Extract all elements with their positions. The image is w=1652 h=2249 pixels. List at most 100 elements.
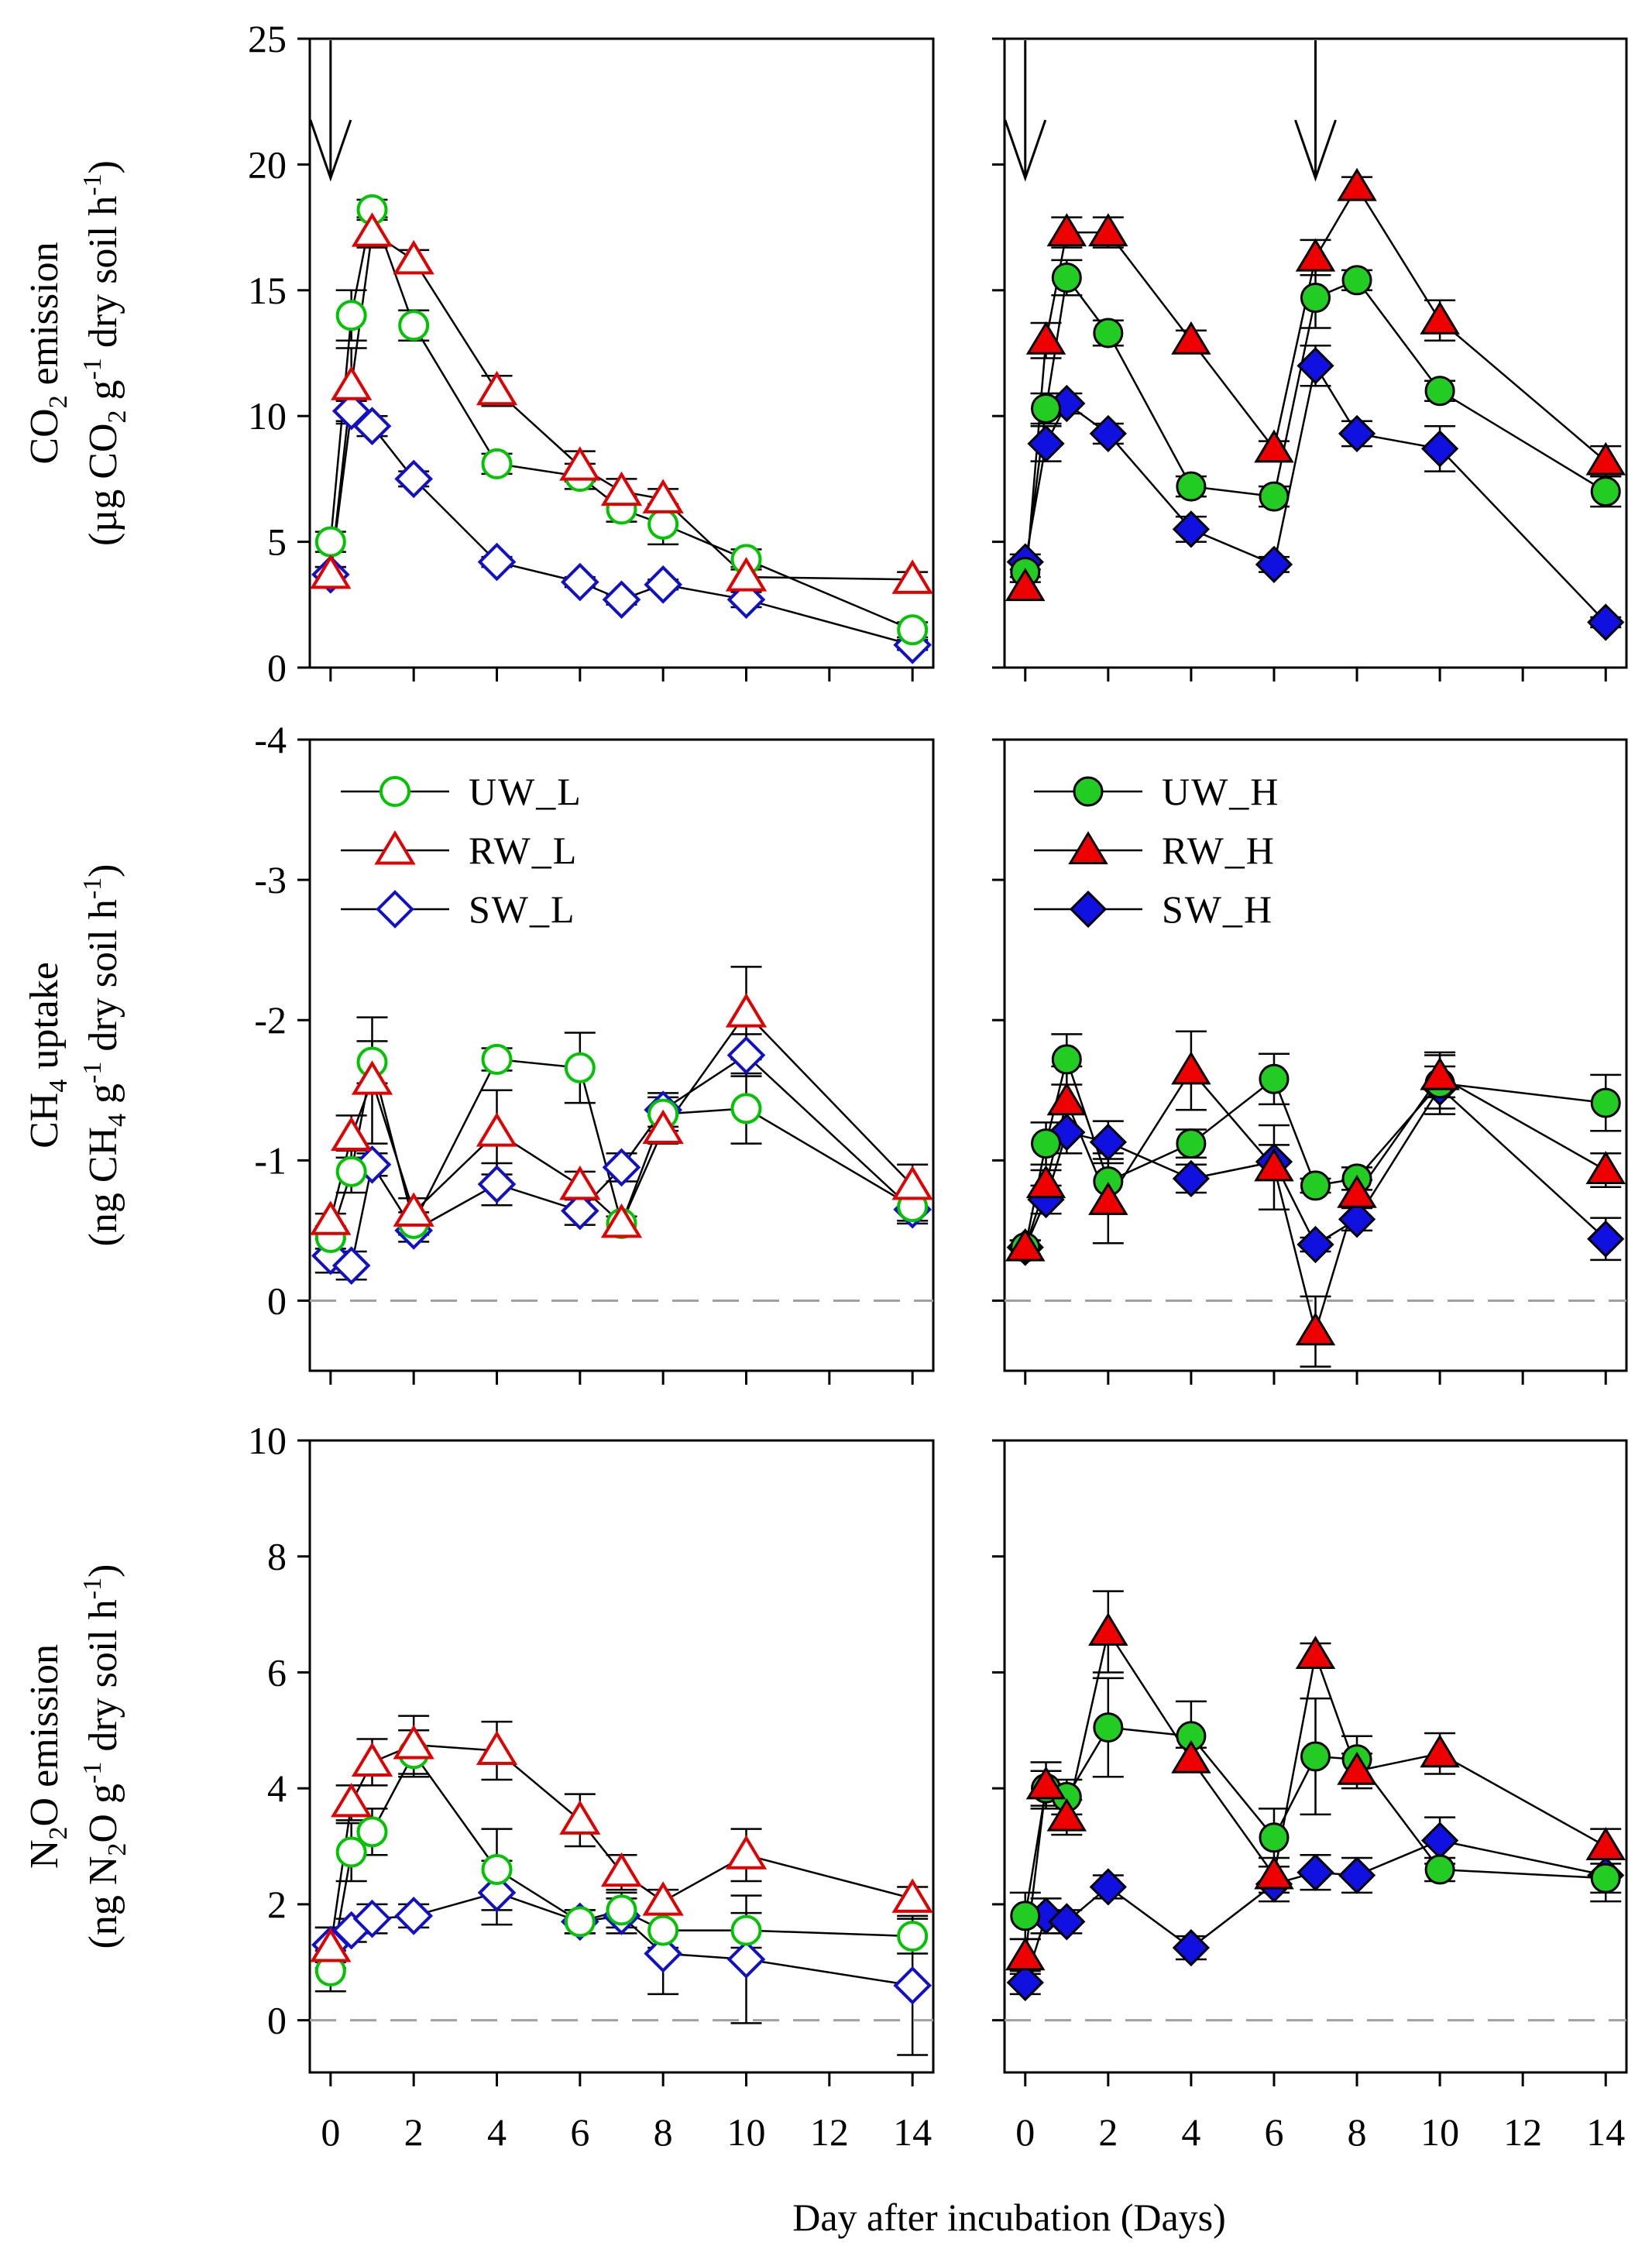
legend-marker [1069,890,1108,929]
data-point [1295,238,1336,272]
data-point [725,993,768,1028]
y-axis-title-co2: CO2 emission [22,242,73,464]
y-axis-title-n2o: N2O emission [22,1644,73,1869]
data-point [893,1966,932,2005]
data-point [564,1052,596,1083]
data-point [1171,1739,1211,1773]
markers-RW_H [1005,1051,1626,1346]
series-line-UW_L [329,1058,913,1238]
data-point [1093,318,1124,349]
data-point [1088,213,1128,247]
data-point [1176,1128,1207,1159]
data-point [1089,1868,1127,1906]
y-tick-label: 0 [267,646,287,689]
data-point [1337,1751,1377,1785]
data-point [393,239,434,275]
data-point [564,1906,596,1938]
data-point [1259,481,1290,512]
markers-SW_H [1006,347,1625,641]
y-tick-label: -3 [254,858,287,901]
data-point [1025,1766,1066,1800]
x-tick-label: 2 [1098,2110,1118,2154]
y-axis-unit-ch4: (ng CH4 g-1 dry soil h-1) [78,864,132,1247]
data-point [1254,1856,1294,1890]
y-tick-label: 6 [267,1650,287,1694]
data-point [559,1166,601,1200]
x-tick-label: 4 [1181,2110,1200,2154]
legend-label: UW_L [469,770,582,813]
data-point [1005,1228,1046,1262]
markers-SW_L [311,1035,932,1285]
data-point [644,565,682,604]
markers-RW_L [310,212,933,594]
legend-label: RW_H [1162,829,1276,872]
data-point [351,1060,393,1095]
data-point [1338,1856,1376,1894]
data-point [730,1093,762,1124]
data-point [1297,1225,1334,1264]
legend-label: SW_L [469,888,576,931]
data-point [1420,430,1459,468]
series-line-RW_L [329,1743,913,1949]
data-point [1093,1712,1124,1743]
y-tick-label: 4 [267,1767,287,1810]
y-axis-title-ch4: CH4 uptake [22,962,73,1149]
data-point [481,1853,513,1885]
data-point [1338,1200,1376,1238]
data-point [1010,1900,1041,1931]
data-point [477,1873,517,1912]
legend-low: UW_L RW_L SW_L [341,770,582,931]
data-point [1027,424,1065,463]
legend-marker [1068,831,1108,864]
markers-SW_H [1006,1822,1625,2002]
data-point [1300,1170,1331,1201]
panel-n2o-left: 0 2 4 6 8 10 0 2 4 6 8 10 12 14 [248,1419,935,2154]
legend-high: UW_H RW_H SW_H [1034,770,1279,931]
x-tick-label: 8 [1348,2110,1367,2154]
data-point [642,1881,684,1916]
series-line-UW_L [329,206,913,631]
series-line-RW_L [329,230,913,581]
y-axis-unit-n2o: (ng N2O g-1 dry soil h-1) [78,1564,132,1949]
data-point [725,557,768,592]
series-line-SW_L [330,1053,914,1268]
markers-RW_H [1005,1612,1626,1971]
series-SW_H [1009,1816,1622,1996]
markers-SW_L [311,1873,932,2005]
data-point [1297,347,1334,385]
data-point [1338,414,1376,453]
data-point [1585,1151,1626,1185]
legends: UW_L RW_L SW_L UW_H RW_H SW_H [341,770,1279,931]
panel-frame [1003,1439,1628,2074]
data-point [726,1940,766,1979]
data-point [1590,476,1621,507]
data-point [725,1835,768,1870]
data-point [642,479,684,513]
data-point [561,562,599,602]
data-point [600,471,643,506]
data-point [891,559,933,594]
data-point [1171,1051,1211,1085]
panel-frame [1003,37,1628,669]
data-point [1046,1797,1087,1832]
panel-ch4-left: 0 -1 -2 -3 -4 [254,718,935,1385]
y-tick-label: 10 [248,394,287,438]
data-point [730,1914,762,1946]
panel-frame [1003,738,1628,1372]
markers-RW_L [310,1725,933,1962]
legend-label: UW_H [1162,770,1279,813]
data-point [1254,1148,1294,1182]
data-point [1089,1123,1127,1161]
y-tick-label: 20 [248,142,287,186]
y-tick-label: -2 [254,998,287,1042]
data-point [1088,1612,1128,1646]
data-point [1420,300,1460,335]
series-line-SW_H [1024,362,1607,623]
legend-item: UW_H [1034,770,1279,813]
data-point [897,1921,929,1952]
data-point [356,1816,388,1848]
data-point [647,1914,679,1946]
data-point [897,614,929,646]
data-point [602,1148,641,1187]
